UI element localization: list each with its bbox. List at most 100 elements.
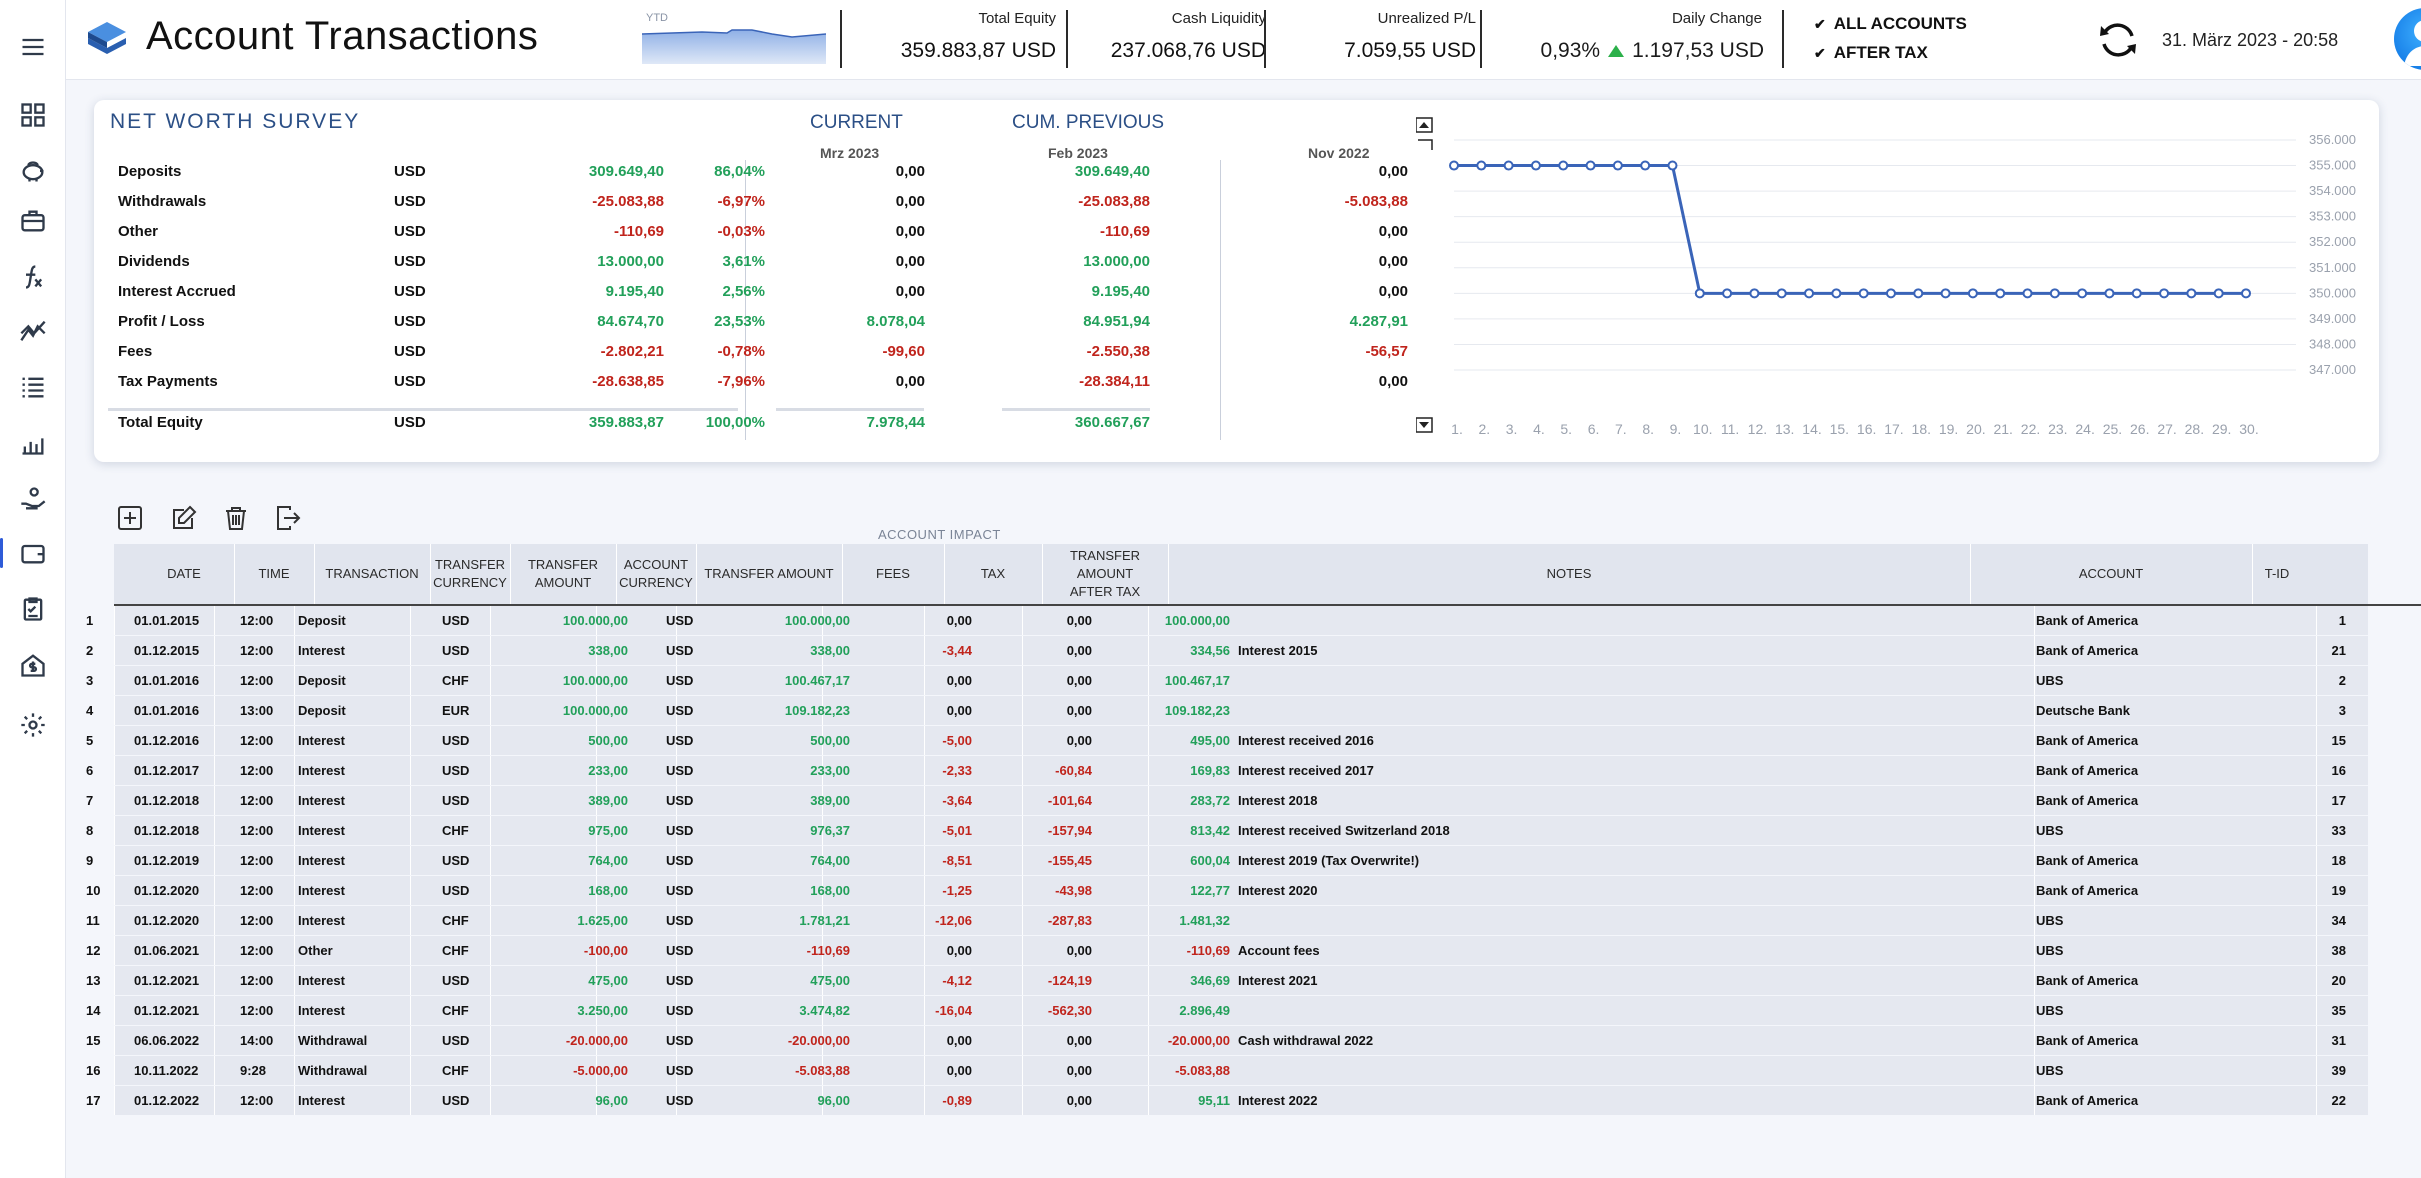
- table-row[interactable]: 15 06.06.2022 14:00 Withdrawal USD -20.000,00…: [66, 1026, 2421, 1056]
- column-header[interactable]: TRANSACTION: [325, 566, 419, 581]
- briefcase-icon[interactable]: [14, 202, 52, 240]
- x-tick-label: 1.: [1451, 421, 1463, 437]
- table-row[interactable]: 11 01.12.2020 12:00 Interest CHF 1.625,00 USD 1…: [66, 906, 2421, 936]
- column-header[interactable]: T-ID: [2264, 566, 2290, 581]
- table-row[interactable]: 3 01.01.2016 12:00 Deposit CHF 100.000,00 USD 1…: [66, 666, 2421, 696]
- column-header[interactable]: ACCOUNT CURRENCY: [619, 557, 693, 590]
- menu-icon[interactable]: [14, 28, 52, 66]
- row-number: 10: [86, 883, 101, 898]
- cell-account-currency: USD: [666, 763, 694, 778]
- cell-notes: Interest 2018: [1238, 793, 1318, 808]
- table-row[interactable]: 8 01.12.2018 12:00 Interest CHF 975,00 USD 976,…: [66, 816, 2421, 846]
- add-button[interactable]: [116, 504, 144, 532]
- x-tick-label: 28.: [2185, 421, 2204, 437]
- column-header[interactable]: TRANSFER AMOUNT: [704, 566, 834, 581]
- table-row[interactable]: 9 01.12.2019 12:00 Interest USD 764,00 USD 764,…: [66, 846, 2421, 876]
- table-row[interactable]: 5 01.12.2016 12:00 Interest USD 500,00 USD 500,…: [66, 726, 2421, 756]
- y-tick-label: 348.000: [2309, 336, 2356, 351]
- cell-tid: 2: [2338, 673, 2346, 688]
- chart-point: [1667, 160, 1678, 171]
- table-row[interactable]: 6 01.12.2017 12:00 Interest USD 233,00 USD 233,…: [66, 756, 2421, 786]
- row-percent: -0,78%: [717, 343, 765, 360]
- metric-unrealized-pl: Unrealized P/L 7.059,55 USD: [1276, 10, 1476, 68]
- column-header[interactable]: TRANSFER AMOUNT AFTER TAX: [1069, 548, 1141, 599]
- column-header[interactable]: FEES: [876, 566, 910, 581]
- column-header[interactable]: TRANSFER CURRENCY: [433, 557, 507, 590]
- cell-date: 01.12.2021: [134, 1003, 200, 1018]
- avatar[interactable]: [2394, 8, 2421, 70]
- chart-scroll-top-icon[interactable]: [1418, 139, 1433, 150]
- hand-coin-icon[interactable]: [14, 480, 52, 518]
- column-header[interactable]: TIME: [258, 566, 290, 581]
- table-row[interactable]: 2 01.12.2015 12:00 Interest USD 338,00 USD 338,…: [66, 636, 2421, 666]
- cell-separator: [1148, 816, 1149, 845]
- cell-notes: Interest 2015: [1238, 643, 1318, 658]
- option-after-tax[interactable]: ✔ AFTER TAX: [1814, 43, 1928, 63]
- row-number: 6: [86, 763, 94, 778]
- cell-separator: [2316, 1086, 2317, 1115]
- dashboard-icon[interactable]: [14, 96, 52, 134]
- delete-button[interactable]: [222, 504, 250, 532]
- gear-icon[interactable]: [14, 706, 52, 744]
- cell-separator: [676, 966, 677, 995]
- cell-separator: [114, 906, 115, 935]
- cell-separator: [114, 756, 115, 785]
- app-logo-icon: [88, 22, 126, 54]
- house-dollar-icon[interactable]: [14, 646, 52, 684]
- column-header[interactable]: DATE: [167, 566, 201, 581]
- column-header[interactable]: TRANSFER AMOUNT: [527, 557, 599, 590]
- cell-separator: [410, 636, 411, 665]
- row-number: 8: [86, 823, 94, 838]
- column-header[interactable]: ACCOUNT: [2078, 566, 2144, 581]
- cell-transaction: Interest: [298, 1003, 345, 1018]
- table-row[interactable]: 13 01.12.2021 12:00 Interest USD 475,00 USD 475…: [66, 966, 2421, 996]
- cell-separator: [490, 606, 491, 635]
- cell-account-currency: USD: [666, 1063, 694, 1078]
- wallet-icon[interactable]: [0, 534, 52, 572]
- cell-transaction: Deposit: [298, 703, 346, 718]
- piggy-bank-icon[interactable]: [14, 152, 52, 190]
- chart-trend-icon[interactable]: [14, 312, 52, 350]
- cell-time: 12:00: [240, 1093, 274, 1108]
- page-title: Account Transactions: [146, 14, 539, 58]
- table-row[interactable]: 7 01.12.2018 12:00 Interest USD 389,00 USD 389,…: [66, 786, 2421, 816]
- cell-separator: [676, 756, 677, 785]
- cell-separator: [822, 1026, 823, 1055]
- chart-scroll-up-icon[interactable]: [1416, 117, 1433, 133]
- cell-tid: 3: [2338, 703, 2346, 718]
- table-row[interactable]: 1 01.01.2015 12:00 Deposit USD 100.000,00 USD 1…: [66, 606, 2421, 636]
- table-row[interactable]: 17 01.12.2022 12:00 Interest USD 96,00 USD 96,0…: [66, 1086, 2421, 1116]
- bar-chart-icon[interactable]: [14, 424, 52, 462]
- table-row[interactable]: 4 01.01.2016 13:00 Deposit EUR 100.000,00 USD 1…: [66, 696, 2421, 726]
- clipboard-icon[interactable]: [14, 590, 52, 628]
- x-tick-label: 21.: [1993, 421, 2012, 437]
- cell-account-amount: 475,00: [810, 973, 850, 988]
- table-row[interactable]: 16 10.11.2022 9:28 Withdrawal CHF -5.000,00 US…: [66, 1056, 2421, 1086]
- column-header[interactable]: TAX: [980, 566, 1006, 581]
- list-icon[interactable]: [14, 368, 52, 406]
- cell-time: 12:00: [240, 853, 274, 868]
- cell-separator: [214, 666, 215, 695]
- cell-transfer-amount: 500,00: [588, 733, 628, 748]
- table-row[interactable]: 10 01.12.2020 12:00 Interest USD 168,00 USD 168…: [66, 876, 2421, 906]
- column-header[interactable]: NOTES: [1546, 566, 1592, 581]
- cell-account-amount: 500,00: [810, 733, 850, 748]
- row-background: [114, 816, 2368, 845]
- check-icon: ✔: [1814, 44, 1826, 61]
- table-row[interactable]: 12 01.06.2021 12:00 Other CHF -100,00 USD -110,…: [66, 936, 2421, 966]
- row-background: [114, 756, 2368, 785]
- export-button[interactable]: [274, 504, 302, 532]
- row-previous: 9.195,40: [1091, 283, 1150, 300]
- cell-separator: [2316, 666, 2317, 695]
- edit-button[interactable]: [170, 504, 198, 532]
- refresh-icon[interactable]: [2096, 18, 2140, 62]
- chart-scroll-down-icon[interactable]: [1416, 417, 1433, 433]
- option-all-accounts[interactable]: ✔ ALL ACCOUNTS: [1814, 14, 1967, 34]
- function-icon[interactable]: [14, 258, 52, 296]
- cell-separator: [1148, 906, 1149, 935]
- cell-separator: [490, 666, 491, 695]
- cell-separator: [114, 936, 115, 965]
- table-row[interactable]: 14 01.12.2021 12:00 Interest CHF 3.250,00 USD 3…: [66, 996, 2421, 1026]
- chart-point: [1585, 160, 1596, 171]
- cell-tax: 0,00: [1066, 1063, 1092, 1078]
